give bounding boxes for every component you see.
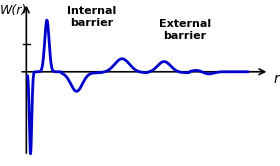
Text: r: r (274, 72, 280, 86)
Text: External
barrier: External barrier (159, 19, 211, 41)
Text: W(r): W(r) (0, 4, 27, 17)
Text: Internal
barrier: Internal barrier (67, 6, 116, 28)
